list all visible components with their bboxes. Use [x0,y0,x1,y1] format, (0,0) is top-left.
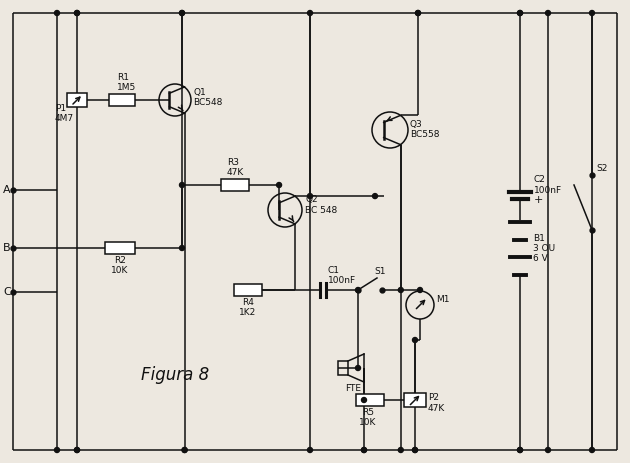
Circle shape [546,448,551,452]
Circle shape [418,288,423,293]
Circle shape [180,11,185,15]
Circle shape [416,11,420,15]
Bar [67,93,87,107]
Bar [221,179,249,191]
Circle shape [590,448,595,452]
Circle shape [413,448,418,452]
Text: B: B [3,243,11,253]
Bar [234,284,262,296]
Circle shape [355,288,360,293]
Circle shape [517,11,522,15]
Text: Q2
BC 548: Q2 BC 548 [305,195,337,215]
Bar [404,393,426,407]
Circle shape [413,448,418,452]
Text: Q3
BC558: Q3 BC558 [410,120,440,139]
Circle shape [517,11,522,15]
Circle shape [74,11,79,15]
Circle shape [362,398,367,402]
Text: S2: S2 [596,164,607,173]
Text: +: + [534,195,543,205]
Circle shape [517,448,522,452]
Bar [356,394,384,406]
Text: R4
1K2: R4 1K2 [239,298,256,318]
Bar [109,94,135,106]
Text: P1
4M7: P1 4M7 [55,104,74,124]
Text: C1
100nF: C1 100nF [328,266,356,285]
Circle shape [182,448,187,452]
Text: R1
1M5: R1 1M5 [117,73,136,92]
Circle shape [517,448,522,452]
Circle shape [398,288,403,293]
Circle shape [372,194,377,199]
Text: Q1
BC548: Q1 BC548 [193,88,222,107]
Circle shape [416,11,420,15]
Text: R2
10K: R2 10K [112,256,129,275]
Bar [105,242,135,254]
Circle shape [398,448,403,452]
Text: C: C [3,287,11,297]
Circle shape [180,11,185,15]
Circle shape [362,448,367,452]
Circle shape [74,11,79,15]
Circle shape [307,194,312,199]
Circle shape [546,11,551,15]
Text: Figura 8: Figura 8 [141,366,209,384]
Text: A: A [3,185,11,195]
Circle shape [355,365,360,370]
Circle shape [180,182,185,188]
Circle shape [180,245,185,250]
Circle shape [413,338,418,343]
Text: R3
47K: R3 47K [227,157,244,177]
Circle shape [590,11,595,15]
Text: M1: M1 [436,295,449,305]
Circle shape [55,448,59,452]
Text: R5
10K: R5 10K [359,408,377,427]
Circle shape [74,448,79,452]
Bar [338,361,348,375]
Text: B1
3 OU
6 V: B1 3 OU 6 V [533,234,555,263]
Circle shape [182,448,187,452]
Text: C2
100nF: C2 100nF [534,175,562,195]
Text: FTE: FTE [345,384,361,393]
Circle shape [277,182,282,188]
Text: S1: S1 [374,267,386,276]
Text: P2
47K: P2 47K [428,393,445,413]
Circle shape [307,448,312,452]
Circle shape [307,11,312,15]
Circle shape [74,448,79,452]
Circle shape [55,11,59,15]
Circle shape [362,448,367,452]
